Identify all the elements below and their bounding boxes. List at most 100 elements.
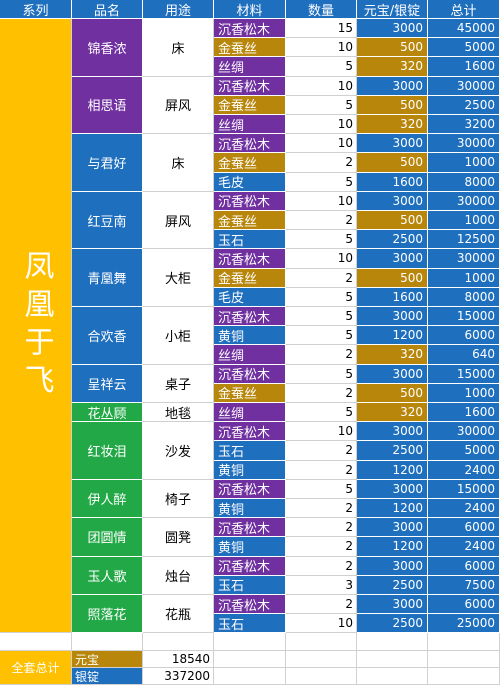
item-name[interactable]: 照落花: [72, 595, 143, 634]
price-cell[interactable]: 320: [357, 115, 428, 135]
price-cell[interactable]: 320: [357, 57, 428, 77]
quantity-cell[interactable]: 10: [286, 134, 357, 154]
material-cell[interactable]: 黄铜: [214, 499, 286, 519]
quantity-cell[interactable]: 10: [286, 115, 357, 135]
total-cell[interactable]: 1000: [428, 153, 500, 173]
item-name[interactable]: 伊人醉: [72, 479, 143, 519]
material-cell[interactable]: 玉石: [214, 441, 286, 461]
price-cell[interactable]: 1600: [357, 172, 428, 192]
quantity-cell[interactable]: 5: [286, 403, 357, 423]
price-cell[interactable]: 2500: [357, 441, 428, 461]
material-cell[interactable]: 丝绸: [214, 115, 286, 135]
price-cell[interactable]: 3000: [357, 479, 428, 499]
total-cell[interactable]: 12500: [428, 230, 500, 250]
total-cell[interactable]: 1600: [428, 57, 500, 77]
quantity-cell[interactable]: 10: [286, 614, 357, 634]
material-cell[interactable]: 沉香松木: [214, 595, 286, 615]
material-cell[interactable]: 金蚕丝: [214, 38, 286, 58]
price-cell[interactable]: 2500: [357, 614, 428, 634]
total-cell[interactable]: 30000: [428, 191, 500, 211]
quantity-cell[interactable]: 10: [286, 38, 357, 58]
total-cell[interactable]: 25000: [428, 614, 500, 634]
total-cell[interactable]: 5000: [428, 441, 500, 461]
total-cell[interactable]: 6000: [428, 595, 500, 615]
material-cell[interactable]: 毛皮: [214, 172, 286, 192]
total-cell[interactable]: 5000: [428, 38, 500, 58]
quantity-cell[interactable]: 2: [286, 460, 357, 480]
price-cell[interactable]: 1200: [357, 326, 428, 346]
total-cell[interactable]: 2400: [428, 499, 500, 519]
price-cell[interactable]: 500: [357, 38, 428, 58]
price-cell[interactable]: 3000: [357, 556, 428, 576]
quantity-cell[interactable]: 2: [286, 441, 357, 461]
material-cell[interactable]: 沉香松木: [214, 422, 286, 442]
quantity-cell[interactable]: 10: [286, 249, 357, 269]
item-name[interactable]: 呈祥云: [72, 364, 143, 403]
total-cell[interactable]: 30000: [428, 422, 500, 442]
price-cell[interactable]: 3000: [357, 595, 428, 615]
total-cell[interactable]: 2400: [428, 460, 500, 480]
price-cell[interactable]: 3000: [357, 518, 428, 538]
material-cell[interactable]: 黄铜: [214, 537, 286, 557]
quantity-cell[interactable]: 2: [286, 595, 357, 615]
material-cell[interactable]: 丝绸: [214, 57, 286, 77]
material-cell[interactable]: 黄铜: [214, 460, 286, 480]
material-cell[interactable]: 沉香松木: [214, 479, 286, 499]
material-cell[interactable]: 玉石: [214, 575, 286, 595]
material-cell[interactable]: 沉香松木: [214, 191, 286, 211]
quantity-cell[interactable]: 2: [286, 383, 357, 403]
quantity-cell[interactable]: 10: [286, 191, 357, 211]
quantity-cell[interactable]: 2: [286, 556, 357, 576]
material-cell[interactable]: 玉石: [214, 614, 286, 634]
total-cell[interactable]: 30000: [428, 249, 500, 269]
quantity-cell[interactable]: 2: [286, 345, 357, 365]
quantity-cell[interactable]: 2: [286, 153, 357, 173]
material-cell[interactable]: 沉香松木: [214, 364, 286, 384]
material-cell[interactable]: 沉香松木: [214, 19, 286, 39]
price-cell[interactable]: 500: [357, 268, 428, 288]
total-cell[interactable]: 15000: [428, 307, 500, 327]
material-cell[interactable]: 黄铜: [214, 326, 286, 346]
price-cell[interactable]: 500: [357, 383, 428, 403]
quantity-cell[interactable]: 5: [286, 364, 357, 384]
total-cell[interactable]: 2400: [428, 537, 500, 557]
total-cell[interactable]: 640: [428, 345, 500, 365]
quantity-cell[interactable]: 2: [286, 537, 357, 557]
quantity-cell[interactable]: 2: [286, 211, 357, 231]
quantity-cell[interactable]: 5: [286, 95, 357, 115]
price-cell[interactable]: 3000: [357, 76, 428, 96]
quantity-cell[interactable]: 2: [286, 518, 357, 538]
material-cell[interactable]: 金蚕丝: [214, 268, 286, 288]
material-cell[interactable]: 沉香松木: [214, 134, 286, 154]
material-cell[interactable]: 沉香松木: [214, 518, 286, 538]
material-cell[interactable]: 丝绸: [214, 403, 286, 423]
price-cell[interactable]: 1200: [357, 460, 428, 480]
total-cell[interactable]: 6000: [428, 556, 500, 576]
total-cell[interactable]: 15000: [428, 364, 500, 384]
total-cell[interactable]: 45000: [428, 19, 500, 39]
material-cell[interactable]: 沉香松木: [214, 249, 286, 269]
quantity-cell[interactable]: 10: [286, 76, 357, 96]
quantity-cell[interactable]: 5: [286, 307, 357, 327]
material-cell[interactable]: 沉香松木: [214, 556, 286, 576]
material-cell[interactable]: 丝绸: [214, 345, 286, 365]
quantity-cell[interactable]: 5: [286, 479, 357, 499]
total-cell[interactable]: 15000: [428, 479, 500, 499]
quantity-cell[interactable]: 3: [286, 575, 357, 595]
material-cell[interactable]: 沉香松木: [214, 76, 286, 96]
item-name[interactable]: 青凰舞: [72, 249, 143, 307]
price-cell[interactable]: 500: [357, 153, 428, 173]
quantity-cell[interactable]: 2: [286, 499, 357, 519]
item-name[interactable]: 与君好: [72, 134, 143, 192]
total-cell[interactable]: 8000: [428, 287, 500, 307]
price-cell[interactable]: 1600: [357, 287, 428, 307]
price-cell[interactable]: 3000: [357, 422, 428, 442]
price-cell[interactable]: 3000: [357, 307, 428, 327]
total-cell[interactable]: 1000: [428, 211, 500, 231]
price-cell[interactable]: 3000: [357, 134, 428, 154]
price-cell[interactable]: 2500: [357, 575, 428, 595]
price-cell[interactable]: 500: [357, 211, 428, 231]
quantity-cell[interactable]: 5: [286, 326, 357, 346]
total-cell[interactable]: 30000: [428, 76, 500, 96]
item-name[interactable]: 团圆情: [72, 518, 143, 557]
